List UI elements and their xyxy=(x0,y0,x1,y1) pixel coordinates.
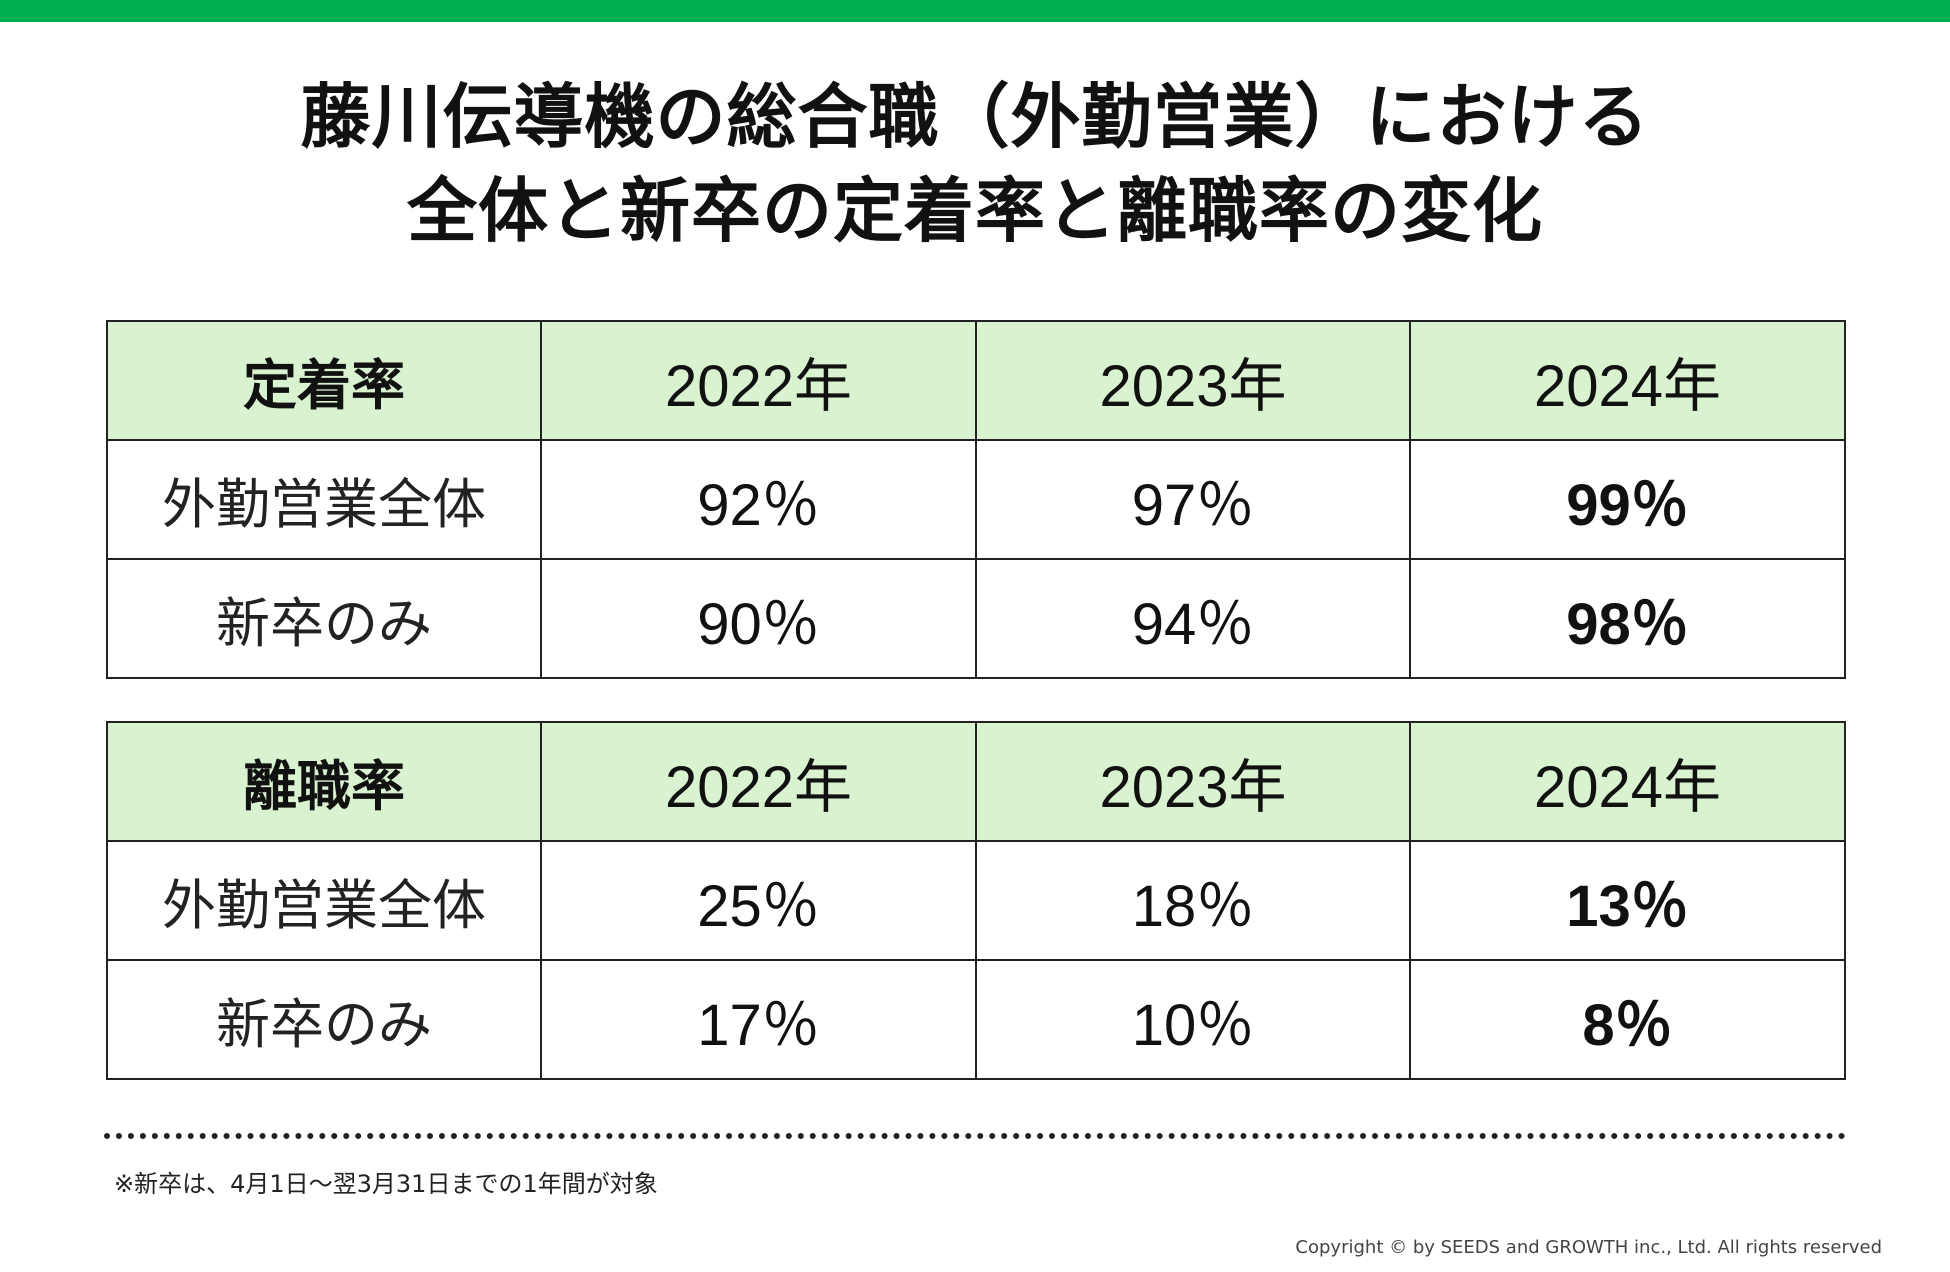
page-title: 藤川伝導機の総合職（外勤営業）における 全体と新卒の定着率と離職率の変化 xyxy=(0,70,1950,258)
table-cell: 97％ xyxy=(975,439,1411,560)
table-header-label: 離職率 xyxy=(106,721,542,842)
table-header-year: 2023年 xyxy=(975,721,1411,842)
table-cell: 17％ xyxy=(540,959,977,1080)
table-header-year: 2022年 xyxy=(540,721,977,842)
table-cell-highlight: 99％ xyxy=(1409,439,1846,560)
table-row: 新卒のみ 17％ 10％ 8％ xyxy=(106,959,1846,1080)
retention-table: 定着率 2022年 2023年 2024年 外勤営業全体 92％ 97％ 99％… xyxy=(106,320,1846,679)
table-row: 外勤営業全体 25％ 18％ 13％ xyxy=(106,840,1846,961)
table-cell: 18％ xyxy=(975,840,1411,961)
table-cell: 92％ xyxy=(540,439,977,560)
title-line-1: 藤川伝導機の総合職（外勤営業）における xyxy=(300,76,1650,158)
table-header-row: 離職率 2022年 2023年 2024年 xyxy=(106,721,1846,842)
copyright-notice: Copyright © by SEEDS and GROWTH inc., Lt… xyxy=(1295,1237,1882,1258)
title-line-2: 全体と新卒の定着率と離職率の変化 xyxy=(407,170,1543,252)
table-row: 外勤営業全体 92％ 97％ 99％ xyxy=(106,439,1846,560)
table-header-year: 2023年 xyxy=(975,320,1411,441)
table-header-year: 2024年 xyxy=(1409,320,1846,441)
table-cell-highlight: 8％ xyxy=(1409,959,1846,1080)
table-cell: 25％ xyxy=(540,840,977,961)
dotted-divider xyxy=(104,1133,1846,1139)
row-label: 新卒のみ xyxy=(106,558,542,679)
row-label: 新卒のみ xyxy=(106,959,542,1080)
row-label: 外勤営業全体 xyxy=(106,840,542,961)
table-header-year: 2024年 xyxy=(1409,721,1846,842)
table-header-label: 定着率 xyxy=(106,320,542,441)
table-header-row: 定着率 2022年 2023年 2024年 xyxy=(106,320,1846,441)
table-cell: 94％ xyxy=(975,558,1411,679)
table-cell-highlight: 13％ xyxy=(1409,840,1846,961)
top-accent-bar xyxy=(0,0,1950,22)
turnover-table: 離職率 2022年 2023年 2024年 外勤営業全体 25％ 18％ 13％… xyxy=(106,721,1846,1080)
table-cell: 90％ xyxy=(540,558,977,679)
table-cell: 10％ xyxy=(975,959,1411,1080)
table-cell-highlight: 98％ xyxy=(1409,558,1846,679)
footnote: ※新卒は、4月1日～翌3月31日までの1年間が対象 xyxy=(114,1170,658,1198)
table-row: 新卒のみ 90％ 94％ 98％ xyxy=(106,558,1846,679)
row-label: 外勤営業全体 xyxy=(106,439,542,560)
table-header-year: 2022年 xyxy=(540,320,977,441)
